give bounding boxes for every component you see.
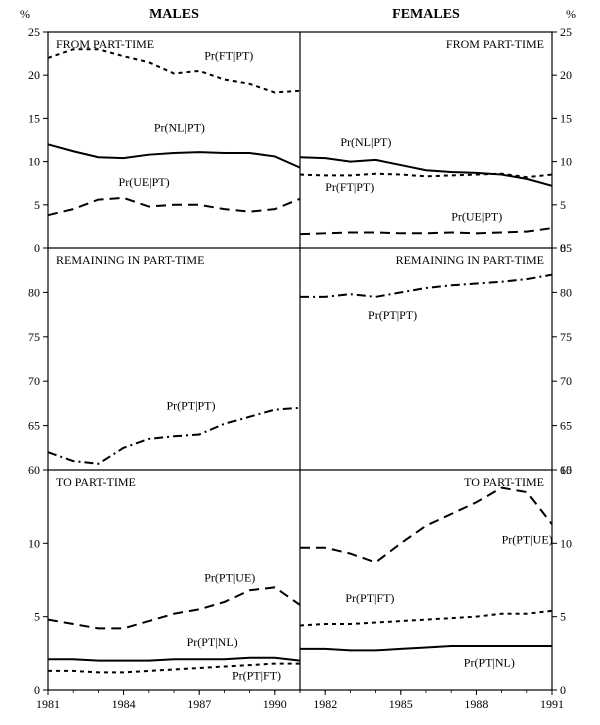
- series-line: [48, 587, 300, 628]
- ytick-label: 0: [34, 683, 40, 697]
- ytick-label: 25: [28, 25, 40, 39]
- ytick-label: 70: [28, 374, 40, 388]
- series-label: Pr(FT|PT): [325, 180, 374, 194]
- series-line: [48, 49, 300, 92]
- series-line: [300, 611, 552, 626]
- ytick-label: 25: [560, 25, 572, 39]
- ytick-label: 65: [560, 419, 572, 433]
- series-line: [48, 658, 300, 661]
- panel-subtitle: TO PART-TIME: [56, 475, 136, 489]
- series-label: Pr(PT|PT): [166, 399, 215, 413]
- ytick-label: 20: [560, 68, 572, 82]
- panel-subtitle: FROM PART-TIME: [56, 37, 154, 51]
- series-line: [48, 144, 300, 167]
- xtick-label: 1982: [313, 697, 337, 711]
- xtick-label: 1987: [187, 697, 211, 711]
- pct-label-left: %: [20, 7, 30, 21]
- series-label: Pr(UE|PT): [451, 209, 502, 223]
- series-label: Pr(PT|UE): [502, 532, 553, 546]
- col-header-females: FEMALES: [392, 7, 460, 22]
- ytick-label: 65: [28, 419, 40, 433]
- ytick-label: 15: [28, 111, 40, 125]
- series-label: Pr(NL|PT): [340, 135, 391, 149]
- ytick-label: 15: [560, 463, 572, 477]
- xtick-label: 1988: [464, 697, 488, 711]
- col-header-males: MALES: [149, 7, 199, 22]
- ytick-label: 5: [34, 610, 40, 624]
- series-label: Pr(UE|PT): [119, 175, 170, 189]
- series-line: [300, 228, 552, 234]
- ytick-label: 0: [560, 683, 566, 697]
- panel-subtitle: REMAINING IN PART-TIME: [56, 253, 204, 267]
- series-label: Pr(PT|PT): [368, 308, 417, 322]
- ytick-label: 15: [560, 111, 572, 125]
- ytick-label: 60: [28, 463, 40, 477]
- ytick-label: 75: [28, 330, 40, 344]
- series-line: [300, 646, 552, 650]
- chart-container: { "dimensions": { "width": 600, "height"…: [0, 0, 600, 725]
- series-line: [300, 275, 552, 297]
- ytick-label: 75: [560, 330, 572, 344]
- ytick-label: 20: [28, 68, 40, 82]
- xtick-label: 1990: [263, 697, 287, 711]
- ytick-label: 10: [28, 155, 40, 169]
- ytick-label: 5: [34, 198, 40, 212]
- series-line: [300, 488, 552, 563]
- series-line: [48, 198, 300, 215]
- series-label: Pr(PT|FT): [345, 591, 394, 605]
- xtick-label: 1985: [389, 697, 413, 711]
- series-label: Pr(PT|UE): [204, 570, 255, 584]
- ytick-label: 5: [560, 198, 566, 212]
- chart-svg: MALES FEMALES%% 0 5 10 15 20 25 FROM PART-TIME Pr…: [0, 0, 600, 725]
- series-label: Pr(PT|NL): [464, 656, 515, 670]
- panel-subtitle: REMAINING IN PART-TIME: [396, 253, 544, 267]
- ytick-label: 80: [560, 285, 572, 299]
- ytick-label: 80: [28, 285, 40, 299]
- ytick-label: 10: [28, 536, 40, 550]
- pct-label-right: %: [566, 7, 576, 21]
- ytick-label: 10: [560, 536, 572, 550]
- xtick-label: 1981: [36, 697, 60, 711]
- xtick-label: 1984: [112, 697, 136, 711]
- ytick-label: 10: [560, 155, 572, 169]
- series-label: Pr(FT|PT): [204, 49, 253, 63]
- ytick-label: 5: [560, 610, 566, 624]
- ytick-label: 70: [560, 374, 572, 388]
- ytick-label: 0: [34, 241, 40, 255]
- series-label: Pr(PT|FT): [232, 669, 281, 683]
- panel-subtitle: FROM PART-TIME: [446, 37, 544, 51]
- series-line: [48, 408, 300, 464]
- series-label: Pr(NL|PT): [154, 120, 205, 134]
- ytick-label: 85: [560, 241, 572, 255]
- series-label: Pr(PT|NL): [187, 635, 238, 649]
- panel-subtitle: TO PART-TIME: [464, 475, 544, 489]
- xtick-label: 1991: [540, 697, 564, 711]
